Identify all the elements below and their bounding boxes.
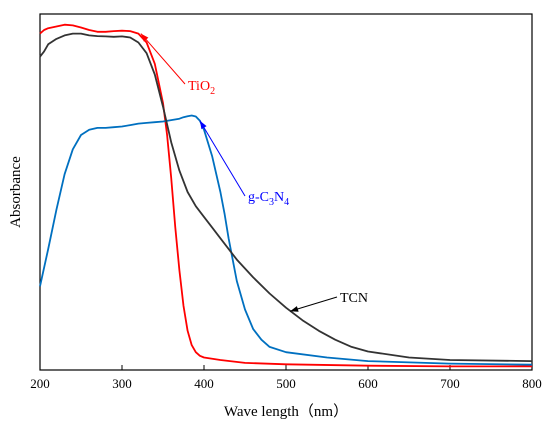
- annotation-g-c3n4: g-C3N4: [248, 190, 289, 208]
- x-tick-label: 500: [276, 376, 296, 391]
- x-tick-label: 800: [522, 376, 542, 391]
- annotation-arrow-tcn: [289, 296, 338, 312]
- x-tick-label: 700: [440, 376, 460, 391]
- x-axis-ticks: 200 300 400 500 600 700 800: [30, 365, 542, 391]
- series-line-tio2: [39, 23, 532, 368]
- x-axis-title: Wave length（nm）: [224, 403, 348, 420]
- x-tick-label: 300: [112, 376, 132, 391]
- series-layer: [39, 23, 533, 368]
- annotation-arrow-g-c3n4: [199, 120, 246, 197]
- series-line-g-c3n4: [39, 114, 533, 366]
- annotation-arrows: [140, 33, 338, 312]
- plot-frame: [39, 13, 533, 371]
- x-tick-label: 400: [194, 376, 214, 391]
- y-axis-title: Absorbance: [8, 156, 24, 228]
- annotation-tcn: TCN: [340, 291, 368, 306]
- annotation-tio2: TiO2: [188, 79, 215, 97]
- x-tick-label: 200: [30, 376, 50, 391]
- annotation-arrow-tio2: [140, 33, 186, 85]
- series-line-tcn: [39, 32, 533, 362]
- x-tick-label: 600: [358, 376, 378, 391]
